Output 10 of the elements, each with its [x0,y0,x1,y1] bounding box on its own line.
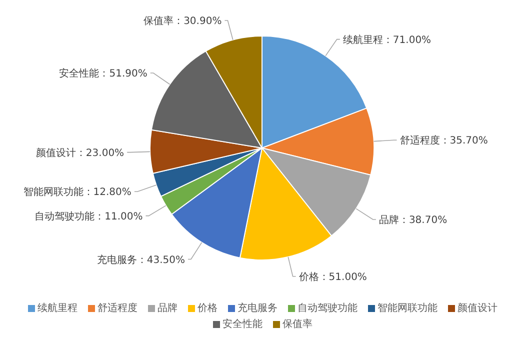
legend-label: 安全性能 [222,318,262,331]
legend-label: 价格 [198,302,218,315]
legend-label: 自动驾驶功能 [298,302,358,315]
legend-label: 智能网联功能 [378,302,438,315]
legend-label: 品牌 [158,302,178,315]
legend-label: 续航里程 [38,302,78,315]
legend-label: 保值率 [282,318,312,331]
legend-label: 舒适程度 [98,302,138,315]
legend-label: 颜值设计 [458,302,498,315]
legend-label: 充电服务 [238,302,278,315]
